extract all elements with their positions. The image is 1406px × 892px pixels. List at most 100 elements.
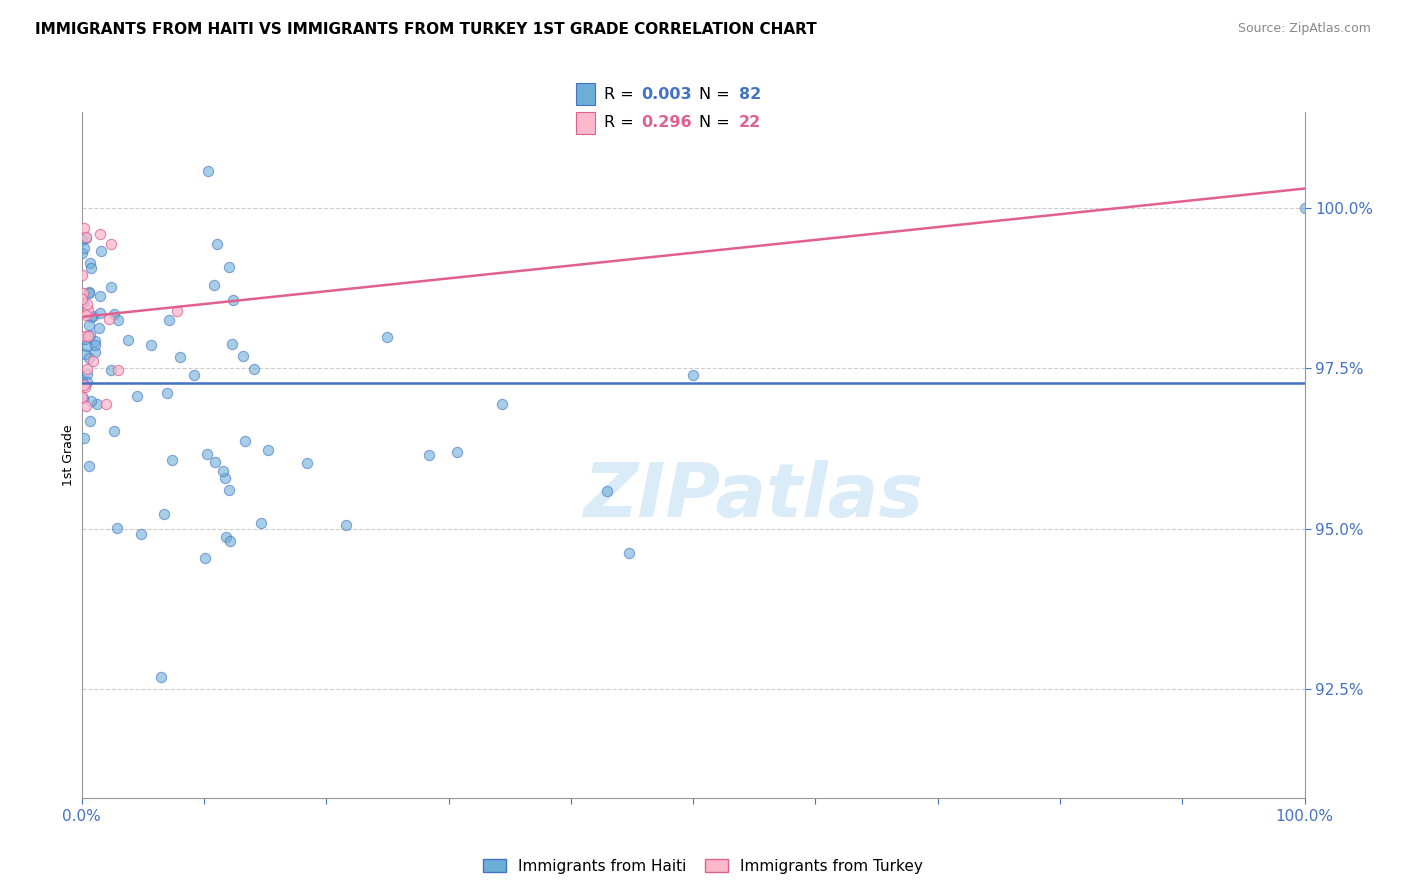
Point <box>86 396 108 410</box>
Point <box>73 328 96 343</box>
Point <box>169 350 191 364</box>
Point <box>77 458 100 473</box>
Point <box>87 320 110 334</box>
Point <box>73 241 96 255</box>
Point <box>90 244 112 258</box>
Point <box>243 361 266 376</box>
Text: 0.003: 0.003 <box>641 87 692 102</box>
Point <box>73 332 96 346</box>
Text: R =: R = <box>605 115 640 130</box>
Point <box>79 261 101 276</box>
Point <box>160 453 183 467</box>
Point <box>595 484 617 499</box>
Point <box>193 551 215 566</box>
Point <box>79 327 101 342</box>
Point <box>75 230 97 244</box>
Point <box>202 278 225 293</box>
Point <box>221 337 243 351</box>
Point <box>72 245 94 260</box>
Point <box>77 285 100 300</box>
FancyBboxPatch shape <box>576 83 595 105</box>
Point <box>70 391 93 405</box>
Point <box>70 292 93 306</box>
Point <box>89 227 111 241</box>
Point <box>75 308 97 322</box>
Point <box>77 328 100 343</box>
Point <box>98 311 121 326</box>
Point <box>166 303 188 318</box>
Point <box>335 517 357 532</box>
Point <box>76 297 98 311</box>
Point <box>72 285 94 300</box>
Point <box>682 368 704 382</box>
Point <box>103 424 125 438</box>
Point <box>79 414 101 428</box>
Point <box>76 375 98 389</box>
Point <box>222 293 245 308</box>
Point <box>218 260 240 274</box>
Text: Source: ZipAtlas.com: Source: ZipAtlas.com <box>1237 22 1371 36</box>
Point <box>1294 201 1316 215</box>
Point <box>107 313 129 327</box>
Point <box>157 313 180 327</box>
Point <box>214 471 236 485</box>
Point <box>89 306 111 320</box>
Point <box>100 237 122 252</box>
Point <box>77 302 100 317</box>
Point <box>617 546 640 560</box>
Point <box>73 221 96 235</box>
Point <box>80 394 103 409</box>
Point <box>76 367 98 381</box>
Point <box>79 256 101 270</box>
Text: N =: N = <box>699 115 735 130</box>
Point <box>297 457 319 471</box>
Point <box>72 391 94 405</box>
Point <box>129 527 152 541</box>
Point <box>72 373 94 387</box>
Point <box>218 533 240 548</box>
Point <box>107 363 129 377</box>
Point <box>84 334 107 348</box>
Point <box>117 333 139 347</box>
Point <box>80 310 103 324</box>
Point <box>82 354 104 368</box>
Point <box>232 350 254 364</box>
Point <box>195 447 218 461</box>
Point <box>77 351 100 365</box>
Point <box>79 318 101 333</box>
Point <box>75 230 97 244</box>
Legend: Immigrants from Haiti, Immigrants from Turkey: Immigrants from Haiti, Immigrants from T… <box>477 853 929 880</box>
Point <box>375 330 398 344</box>
Point <box>75 399 97 413</box>
Point <box>215 529 238 543</box>
Point <box>103 307 125 321</box>
Point <box>183 368 205 382</box>
Point <box>72 294 94 309</box>
Point <box>100 280 122 294</box>
Point <box>73 378 96 392</box>
Point <box>82 309 104 323</box>
Point <box>257 442 280 457</box>
Text: IMMIGRANTS FROM HAITI VS IMMIGRANTS FROM TURKEY 1ST GRADE CORRELATION CHART: IMMIGRANTS FROM HAITI VS IMMIGRANTS FROM… <box>35 22 817 37</box>
Point <box>70 233 93 247</box>
Point <box>233 434 256 448</box>
Point <box>76 339 98 353</box>
Point <box>105 521 128 535</box>
Point <box>72 268 94 283</box>
Text: ZIPatlas: ZIPatlas <box>585 460 924 533</box>
Text: N =: N = <box>699 87 735 102</box>
Point <box>152 507 174 521</box>
Point <box>76 362 98 376</box>
Point <box>250 516 273 530</box>
Point <box>218 483 240 498</box>
Text: R =: R = <box>605 87 640 102</box>
Point <box>139 338 162 352</box>
Point <box>100 363 122 377</box>
Text: 0.296: 0.296 <box>641 115 692 130</box>
Text: 82: 82 <box>738 87 761 102</box>
Point <box>150 670 173 684</box>
FancyBboxPatch shape <box>576 112 595 134</box>
Point <box>77 285 100 299</box>
Point <box>94 396 117 410</box>
Point <box>418 448 440 462</box>
